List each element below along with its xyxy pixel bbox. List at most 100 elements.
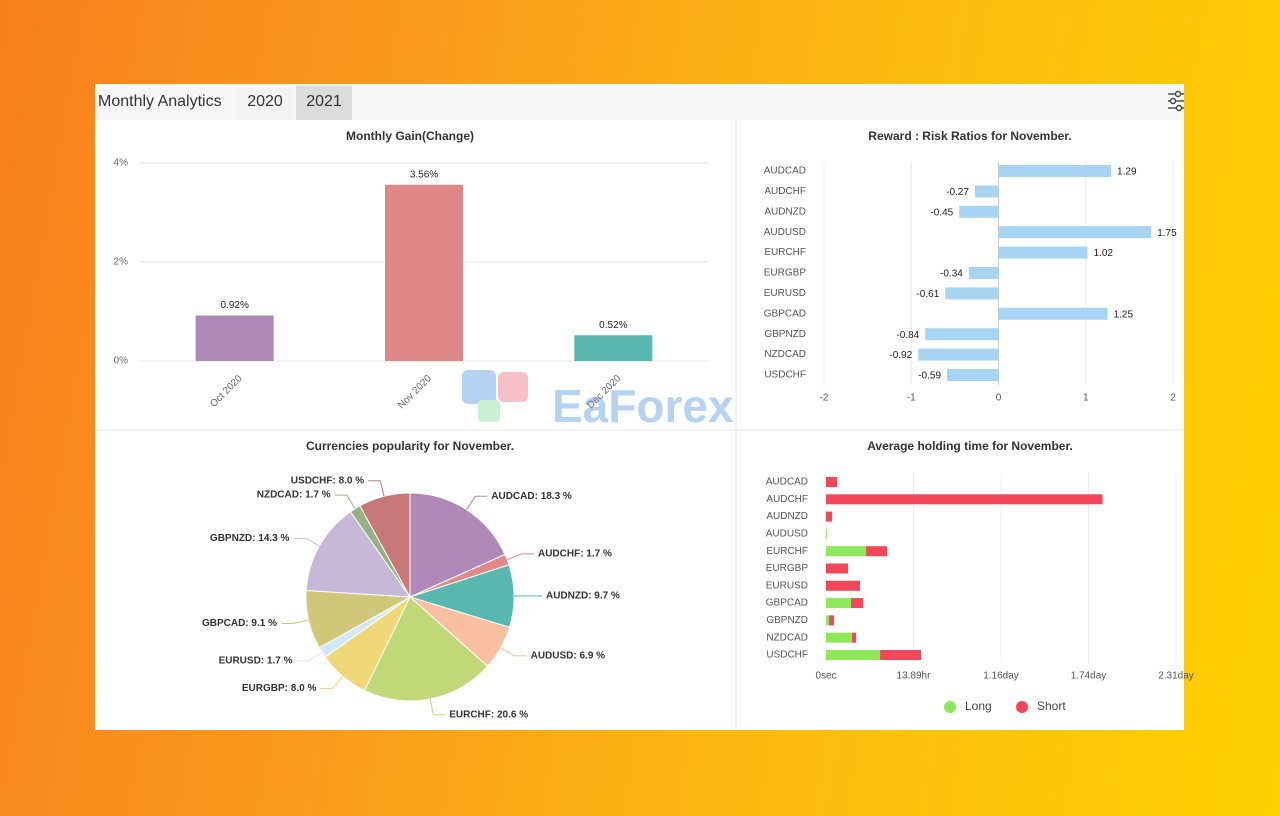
bar-segment [826, 598, 852, 609]
data-label: -0.34 [940, 269, 963, 280]
bar-segment [826, 615, 829, 626]
bar-segment [826, 477, 838, 487]
data-label: 1.25 [1114, 309, 1134, 320]
x-tick-label: 2.31day [1158, 671, 1194, 682]
data-label: USDCHF: 8.0 % [291, 475, 364, 486]
y-tick-label: AUDCAD [766, 477, 808, 488]
y-tick-label: USDCHF [766, 650, 808, 661]
bar [968, 267, 999, 279]
y-tick-label: AUDNZD [764, 206, 806, 217]
watermark-logo [462, 370, 528, 422]
data-label: NZDCAD: 1.7 % [257, 490, 331, 501]
y-tick-label: 4% [114, 158, 129, 169]
x-tick-label: 1 [1083, 393, 1089, 404]
data-label: 1.29 [1117, 167, 1137, 178]
leader-line [293, 537, 320, 547]
x-tick-label: -1 [907, 393, 916, 404]
bar [974, 185, 999, 198]
bar-segment [826, 528, 827, 539]
leader-line [280, 619, 309, 625]
legend-label: Long [965, 699, 992, 713]
x-tick-label: 1.74day [1071, 671, 1107, 682]
leader-line [320, 675, 344, 689]
y-tick-label: GBPNZD [766, 615, 808, 626]
pie-slice [409, 492, 506, 598]
bar [918, 348, 999, 361]
data-label: -0.61 [916, 289, 939, 300]
data-label: AUDUSD: 6.9 % [531, 650, 606, 661]
bar-segment [866, 546, 888, 557]
y-tick-label: AUDCAD [764, 166, 806, 177]
y-tick-label: EURGBP [766, 563, 809, 574]
pie-slice [305, 511, 412, 598]
x-tick-label: 13.89hr [897, 671, 932, 682]
y-tick-label: EURUSD [766, 580, 808, 591]
bar-segment [826, 546, 867, 557]
leader-line [368, 480, 385, 497]
data-label: AUDCHF: 1.7 % [538, 549, 612, 560]
y-tick-label: NZDCAD [766, 632, 808, 643]
watermark: EaForex [552, 380, 734, 432]
x-tick-label: 0 [996, 393, 1002, 404]
header-title: Monthly Analytics [98, 93, 222, 110]
x-tick-label: 2 [1170, 393, 1176, 404]
y-tick-label: 0% [114, 356, 129, 367]
legend-swatch [1016, 701, 1028, 713]
chart-title: Monthly Gain(Change) [346, 129, 474, 143]
panel [95, 84, 1184, 730]
y-tick-label: AUDUSD [766, 529, 808, 540]
data-label: EURCHF: 20.6 % [449, 709, 528, 720]
y-tick-label: GBPNZD [764, 329, 806, 340]
x-tick-label: 1.16day [983, 671, 1019, 682]
bar [385, 184, 463, 361]
bar [998, 307, 1108, 320]
y-tick-label: AUDNZD [766, 511, 808, 522]
y-tick-label: AUDCHF [766, 494, 808, 505]
x-tick-label: -2 [820, 393, 829, 404]
bar [945, 287, 999, 300]
bar [998, 226, 1152, 239]
data-label: EURUSD: 1.7 % [219, 656, 293, 667]
bar-segment [828, 615, 835, 626]
y-tick-label: AUDCHF [764, 186, 806, 197]
data-label: -0.92 [889, 350, 912, 361]
data-label: 0.92% [220, 300, 248, 311]
tab[interactable] [296, 86, 352, 120]
tab-label[interactable]: 2021 [306, 93, 342, 110]
bar [574, 335, 653, 361]
bar-segment [851, 598, 864, 609]
bar [925, 328, 999, 341]
settings-icon[interactable] [1168, 90, 1184, 112]
data-label: EURGBP: 8.0 % [242, 683, 317, 694]
data-label: AUDNZD: 9.7 % [546, 591, 620, 602]
bar [947, 369, 999, 381]
y-tick-label: EURGBP [764, 268, 807, 279]
x-tick-label: 0sec [815, 671, 836, 682]
y-tick-label: EURUSD [764, 288, 806, 299]
y-tick-label: NZDCAD [764, 349, 806, 360]
data-label: GBPCAD: 9.1 % [202, 618, 277, 629]
y-tick-label: GBPCAD [766, 598, 808, 609]
data-label: 0.52% [599, 320, 627, 331]
bar [998, 246, 1088, 259]
y-tick-label: GBPCAD [764, 308, 806, 319]
pie-slice [359, 492, 411, 598]
data-label: -0.45 [930, 207, 953, 218]
legend-swatch [944, 701, 956, 713]
leader-line [296, 652, 323, 662]
bar-segment [852, 632, 857, 643]
pie-slice [363, 596, 489, 702]
bar-segment [880, 650, 922, 660]
leader-line [334, 494, 356, 509]
tab[interactable] [236, 86, 294, 120]
chart-title: Reward : Risk Ratios for November. [868, 129, 1071, 143]
data-label: -0.84 [896, 330, 919, 341]
data-label: 1.02 [1093, 248, 1113, 259]
data-label: GBPNZD: 14.3 % [210, 533, 290, 544]
y-tick-label: EURCHF [764, 247, 806, 258]
data-label: 1.75 [1157, 228, 1177, 239]
tab-label[interactable]: 2020 [247, 93, 283, 110]
bar-segment [826, 494, 1103, 505]
y-tick-label: AUDUSD [764, 227, 806, 238]
